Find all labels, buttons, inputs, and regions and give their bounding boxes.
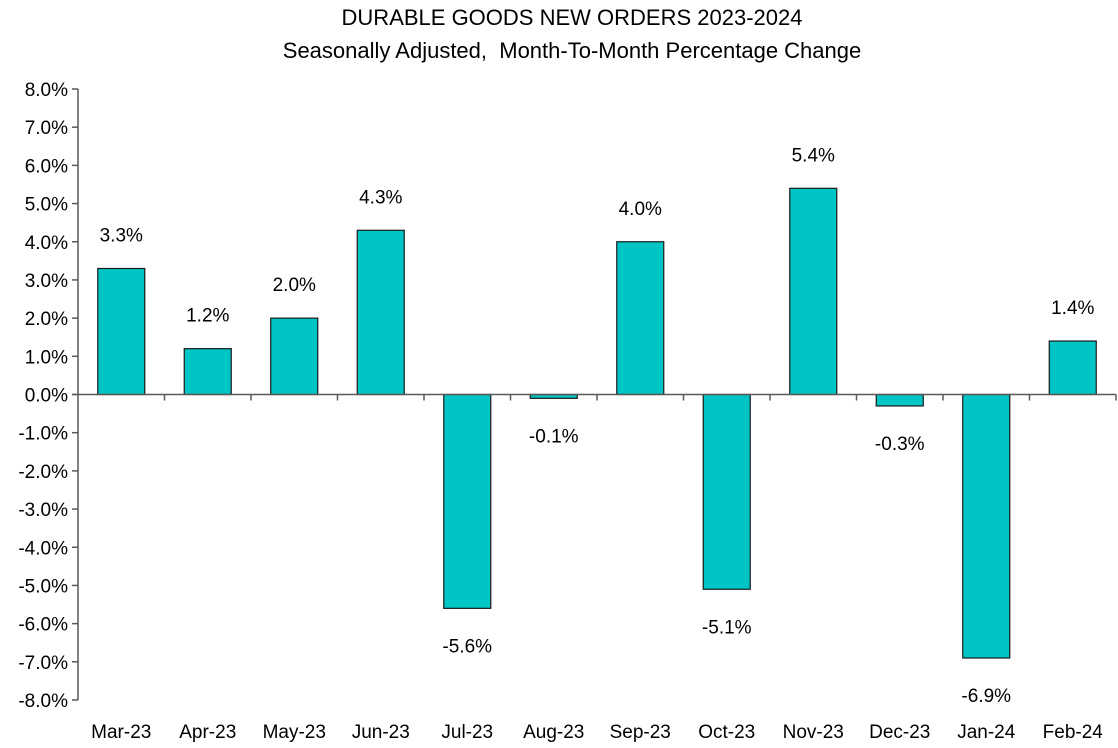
x-tick-label: Mar-23	[91, 722, 151, 743]
data-label: 4.0%	[619, 199, 662, 220]
data-label: 4.3%	[359, 187, 402, 208]
y-tick-label: -6.0%	[18, 615, 68, 636]
bar-jun-23	[356, 229, 405, 396]
bar-nov-23	[789, 187, 838, 396]
y-tick-label: -4.0%	[18, 538, 68, 559]
y-tick-label: -8.0%	[18, 691, 68, 712]
chart-subtitle: Seasonally Adjusted, Month-To-Month Perc…	[283, 38, 861, 63]
x-tick-label: Aug-23	[523, 722, 584, 743]
bar-may-23	[270, 317, 319, 396]
x-tick-label: Feb-24	[1043, 722, 1104, 743]
y-tick-label: -5.0%	[18, 576, 68, 597]
data-label: 5.4%	[792, 145, 835, 166]
bar-mar-23	[97, 267, 146, 396]
data-label: -5.1%	[702, 617, 752, 638]
data-label: 1.4%	[1051, 298, 1094, 319]
y-tick-label: 6.0%	[25, 156, 68, 177]
x-tick-label: May-23	[263, 722, 326, 743]
y-tick-label: 1.0%	[25, 347, 68, 368]
y-tick-label: -1.0%	[18, 424, 68, 445]
y-tick-label: -3.0%	[18, 500, 68, 521]
x-tick-label: Nov-23	[783, 722, 844, 743]
y-tick-label: 4.0%	[25, 233, 68, 254]
chart-title: DURABLE GOODS NEW ORDERS 2023-2024	[342, 5, 803, 30]
data-label: 2.0%	[273, 275, 316, 296]
y-tick-label: 3.0%	[25, 271, 68, 292]
data-label: -0.1%	[529, 426, 579, 447]
data-label: -5.6%	[442, 636, 492, 657]
bar-dec-23	[875, 393, 924, 407]
data-label: -0.3%	[875, 434, 925, 455]
bar-sep-23	[616, 241, 665, 396]
bar-feb-24	[1048, 340, 1097, 396]
x-tick-label: Sep-23	[610, 722, 671, 743]
x-tick-label: Oct-23	[698, 722, 755, 743]
bar-apr-23	[183, 348, 232, 396]
y-tick-label: 5.0%	[25, 195, 68, 216]
bar-jul-23	[443, 393, 492, 609]
data-label: -6.9%	[961, 686, 1011, 707]
data-label: 3.3%	[100, 225, 143, 246]
bar-jan-24	[962, 393, 1011, 659]
x-tick-label: Dec-23	[869, 722, 930, 743]
x-tick-label: Jun-23	[352, 722, 410, 743]
y-tick-label: 8.0%	[25, 80, 68, 101]
y-tick-label: 7.0%	[25, 118, 68, 139]
y-tick-label: 0.0%	[25, 386, 68, 407]
data-label: 1.2%	[186, 306, 229, 327]
x-tick-label: Apr-23	[179, 722, 236, 743]
y-tick-label: -7.0%	[18, 653, 68, 674]
y-tick-label: 2.0%	[25, 309, 68, 330]
x-tick-label: Jul-23	[441, 722, 493, 743]
bar-oct-23	[702, 393, 751, 590]
y-tick-label: -2.0%	[18, 462, 68, 483]
x-tick-label: Jan-24	[957, 722, 1016, 743]
